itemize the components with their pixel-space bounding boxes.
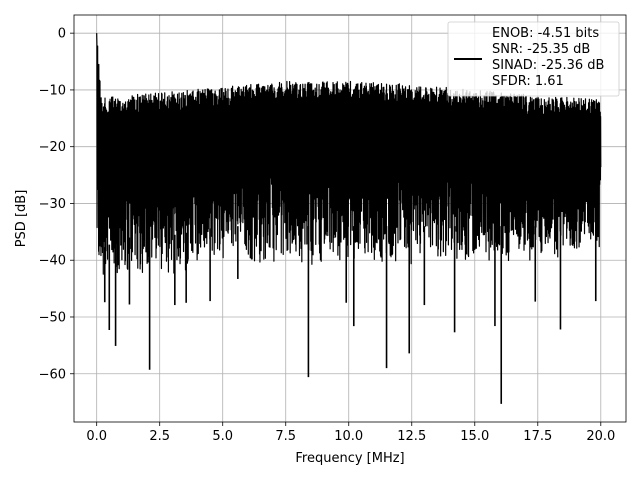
legend-entry-sinad: SINAD: -25.36 dB	[492, 58, 604, 73]
x-tick-label: 15.0	[460, 429, 489, 444]
x-tick-label: 17.5	[523, 429, 552, 444]
legend-box	[447, 21, 620, 97]
legend-entry-snr: SNR: -25.35 dB	[492, 42, 590, 57]
x-tick-label: 10.0	[334, 429, 363, 444]
plot-area	[96, 33, 602, 404]
y-tick-label: −60	[39, 367, 66, 382]
psd-series-line	[96, 33, 602, 275]
x-axis-label: Frequency [MHz]	[295, 451, 404, 466]
y-tick-label: −20	[39, 140, 66, 155]
x-tick-label: 7.5	[275, 429, 296, 444]
x-tick-label: 12.5	[397, 429, 426, 444]
y-tick-label: 0	[58, 27, 66, 42]
x-tick-label: 2.5	[149, 429, 170, 444]
legend: ENOB: -4.51 bits SNR: -25.35 dB SINAD: -…	[447, 21, 620, 97]
ticks: 0.0 2.5 5.0 7.5 10.0 12.5 15.0 17.5 20.0 0 −10 −20 −…	[39, 27, 616, 444]
legend-entry-enob: ENOB: -4.51 bits	[492, 26, 599, 41]
x-tick-label: 20.0	[586, 429, 615, 444]
x-tick-label: 5.0	[212, 429, 233, 444]
y-tick-label: −10	[39, 83, 66, 98]
axes-frame	[73, 14, 627, 423]
y-tick-label: −30	[39, 197, 66, 212]
y-tick-label: −50	[39, 310, 66, 325]
y-tick-label: −40	[39, 254, 66, 269]
y-axis-label: PSD [dB]	[14, 190, 29, 248]
legend-entry-sfdr: SFDR: 1.61	[492, 74, 564, 89]
x-tick-label: 0.0	[86, 429, 107, 444]
